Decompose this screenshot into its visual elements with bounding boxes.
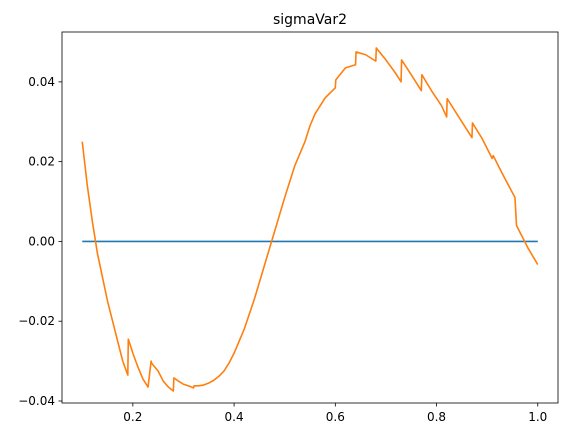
y-axis: −0.04 −0.02 0.00 0.02 0.04 bbox=[18, 75, 62, 408]
x-tick-label: 0.4 bbox=[225, 410, 244, 424]
series-line-2 bbox=[81, 47, 539, 392]
x-axis: 0.2 0.4 0.6 0.8 1.0 bbox=[123, 403, 547, 424]
y-tick-label: −0.04 bbox=[18, 394, 55, 408]
chart-title: sigmaVar2 bbox=[273, 12, 347, 28]
y-tick-label: 0.00 bbox=[28, 234, 55, 248]
x-tick-label: 0.8 bbox=[427, 410, 446, 424]
x-tick-label: 0.6 bbox=[326, 410, 345, 424]
y-tick-label: −0.02 bbox=[18, 314, 55, 328]
x-tick-label: 0.2 bbox=[123, 410, 142, 424]
y-tick-label: 0.04 bbox=[28, 75, 55, 89]
series-layer bbox=[81, 47, 539, 392]
y-tick-label: 0.02 bbox=[28, 155, 55, 169]
x-tick-label: 1.0 bbox=[528, 410, 547, 424]
plot-frame bbox=[61, 31, 559, 404]
